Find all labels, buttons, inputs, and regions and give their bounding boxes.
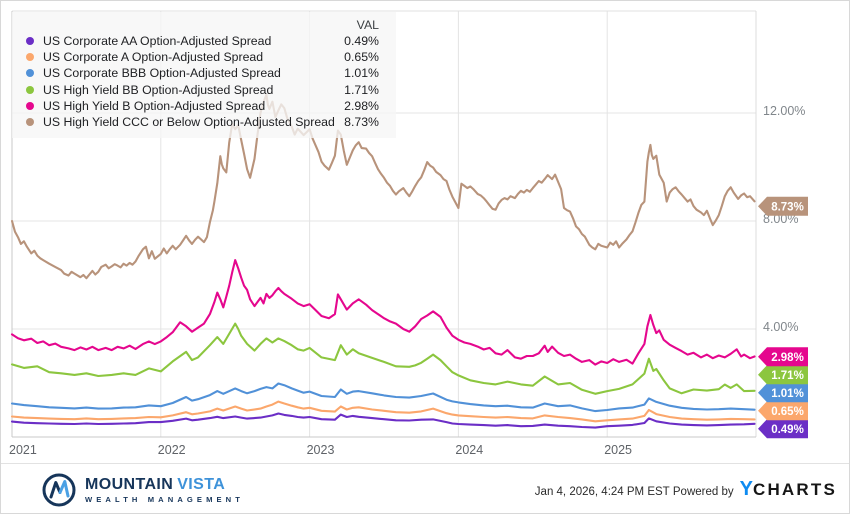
x-axis-label: 2022 [158, 443, 186, 457]
value-badge [758, 365, 808, 385]
x-axis-label: 2025 [604, 443, 632, 457]
brand-name-secondary: VISTA [177, 475, 226, 493]
value-badge-label: 8.73% [771, 201, 804, 213]
legend-series-label: US Corporate BBB Option-Adjusted Spread [43, 66, 281, 81]
legend-series-dot-icon [26, 53, 34, 62]
ycharts-logo-charts: CHARTS [752, 480, 837, 499]
legend-series-value: 1.01% [344, 66, 379, 81]
brand-name-primary: MOUNTAIN [85, 475, 174, 493]
legend-series-dot-icon [26, 118, 34, 127]
ycharts-logo-y: Y [739, 478, 753, 500]
legend-row: US Corporate AA Option-Adjusted Spread 0.… [12, 33, 396, 49]
value-badge [758, 347, 808, 367]
legend-series-value: 0.65% [344, 50, 379, 65]
legend-series-dot-icon [26, 101, 34, 110]
legend-series-label: US High Yield CCC or Below Option-Adjust… [43, 115, 335, 130]
timestamp-text: Jan 4, 2026, 4:24 PM EST [534, 486, 670, 498]
chart-legend: VAL US Corporate AA Option-Adjusted Spre… [12, 12, 396, 138]
brand-logo: MOUNTAIN VISTA WEALTH MANAGEMENT [41, 472, 244, 508]
spread-line-chart: 2021 2022 2023 2024 20254.00%8.00%12.00%0.49… [9, 10, 808, 457]
series-line-1 [10, 400, 756, 423]
legend-series-value: 2.98% [344, 98, 379, 113]
ycharts-logo: YCHARTS [740, 478, 837, 501]
legend-series-value: 1.71% [344, 82, 379, 97]
value-badge [758, 419, 808, 439]
brand-name: MOUNTAIN VISTA [85, 476, 244, 493]
legend-series-dot-icon [26, 69, 34, 78]
legend-series-dot-icon [26, 85, 34, 94]
legend-row: US Corporate BBB Option-Adjusted Spread 1… [12, 65, 396, 81]
series-line-2 [10, 382, 756, 413]
y-axis-label: 12.00% [763, 104, 805, 118]
legend-series-label: US Corporate AA Option-Adjusted Spread [43, 34, 272, 49]
legend-row: US High Yield B Option-Adjusted Spread 2.… [12, 98, 396, 114]
value-badge [758, 401, 808, 421]
value-badge [758, 196, 808, 216]
value-badge-label: 0.49% [771, 424, 804, 436]
series-line-3 [10, 322, 756, 395]
attribution: Jan 4, 2026, 4:24 PM EST Powered by YCHA… [535, 478, 837, 501]
mountain-vista-logo-icon [42, 473, 76, 506]
value-badge-label: 2.98% [771, 352, 804, 364]
series-line-4 [10, 259, 756, 366]
legend-series-value: 8.73% [344, 115, 379, 130]
legend-series-label: US Corporate A Option-Adjusted Spread [43, 50, 264, 65]
legend-row: US High Yield CCC or Below Option-Adjust… [12, 114, 396, 130]
chart-area: 2021 2022 2023 2024 2025 4.00% 8.00% 12.00% 0.49… [1, 1, 849, 463]
value-badge-label: 1.71% [771, 370, 804, 382]
x-axis-label: 2023 [307, 443, 335, 457]
value-badge-label: 0.65% [771, 406, 804, 418]
legend-series-value: 0.49% [344, 34, 379, 49]
legend-series-label: US High Yield BB Option-Adjusted Spread [43, 82, 274, 97]
powered-by-text: Powered by [672, 486, 734, 498]
legend-row: US Corporate A Option-Adjusted Spread 0.6… [12, 49, 396, 65]
legend-row: US High Yield BB Option-Adjusted Spread 1… [12, 82, 396, 98]
footer-bar: MOUNTAIN VISTA WEALTH MANAGEMENT Jan 4, 2… [1, 463, 849, 513]
value-badge-label: 1.01% [771, 388, 804, 400]
x-axis-label: 2024 [455, 443, 483, 457]
value-badge [758, 383, 808, 403]
series-line-5 [10, 93, 756, 280]
brand-tagline: WEALTH MANAGEMENT [85, 494, 244, 504]
timestamp: Jan 4, 2026, 4:24 PM EST Powered by [535, 486, 734, 498]
y-axis-label: 4.00% [763, 320, 798, 334]
legend-val-header: VAL [356, 17, 379, 32]
legend-series-dot-icon [26, 37, 34, 46]
series-line-0 [10, 412, 756, 429]
x-axis-label: 2021 [9, 443, 37, 457]
legend-series-label: US High Yield B Option-Adjusted Spread [43, 98, 266, 113]
